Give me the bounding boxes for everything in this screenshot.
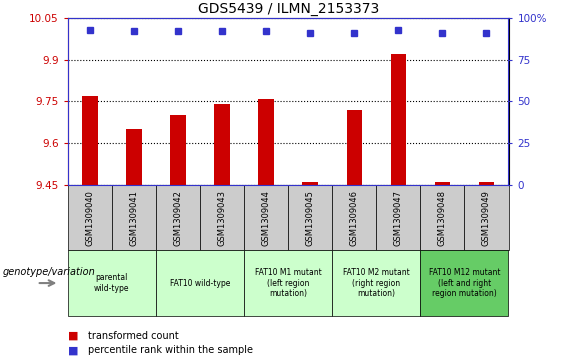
Bar	[68, 250, 156, 316]
Bar	[434, 182, 450, 185]
Text: FAT10 M2 mutant
(right region
mutation): FAT10 M2 mutant (right region mutation)	[343, 268, 410, 298]
Bar	[214, 104, 230, 185]
Text: transformed count: transformed count	[88, 331, 179, 341]
Text: GSM1309047: GSM1309047	[394, 189, 403, 246]
Bar	[156, 250, 244, 316]
Bar	[332, 185, 376, 250]
Text: GSM1309041: GSM1309041	[129, 189, 138, 245]
Text: FAT10 M1 mutant
(left region
mutation): FAT10 M1 mutant (left region mutation)	[255, 268, 321, 298]
Text: GSM1309046: GSM1309046	[350, 189, 359, 246]
Text: GSM1309040: GSM1309040	[85, 189, 94, 245]
Text: parental
wild-type: parental wild-type	[94, 273, 129, 293]
Bar	[479, 182, 494, 185]
Bar	[346, 110, 362, 185]
Text: ■: ■	[68, 345, 79, 355]
Text: FAT10 M12 mutant
(left and right
region mutation): FAT10 M12 mutant (left and right region …	[429, 268, 500, 298]
Title: GDS5439 / ILMN_2153373: GDS5439 / ILMN_2153373	[198, 2, 379, 16]
Text: FAT10 wild-type: FAT10 wild-type	[170, 278, 230, 287]
Text: GSM1309049: GSM1309049	[482, 189, 491, 245]
Bar	[126, 129, 142, 185]
Text: GSM1309045: GSM1309045	[306, 189, 315, 245]
Bar	[332, 250, 420, 316]
Bar	[112, 185, 156, 250]
Bar	[200, 185, 244, 250]
Bar	[68, 185, 112, 250]
Bar	[390, 54, 406, 185]
Bar	[82, 96, 98, 185]
Bar	[420, 250, 508, 316]
Bar	[170, 115, 186, 185]
Text: ■: ■	[68, 331, 79, 341]
Text: GSM1309048: GSM1309048	[438, 189, 447, 246]
Bar	[244, 250, 332, 316]
Text: GSM1309044: GSM1309044	[262, 189, 271, 245]
Text: GSM1309042: GSM1309042	[173, 189, 182, 245]
Bar	[258, 99, 274, 185]
Text: percentile rank within the sample: percentile rank within the sample	[88, 345, 253, 355]
Bar	[288, 185, 332, 250]
Bar	[244, 185, 288, 250]
Text: GSM1309043: GSM1309043	[218, 189, 227, 246]
Bar	[464, 185, 508, 250]
Bar	[302, 182, 318, 185]
Bar	[156, 185, 200, 250]
Bar	[420, 185, 464, 250]
Text: genotype/variation: genotype/variation	[3, 267, 95, 277]
Bar	[376, 185, 420, 250]
